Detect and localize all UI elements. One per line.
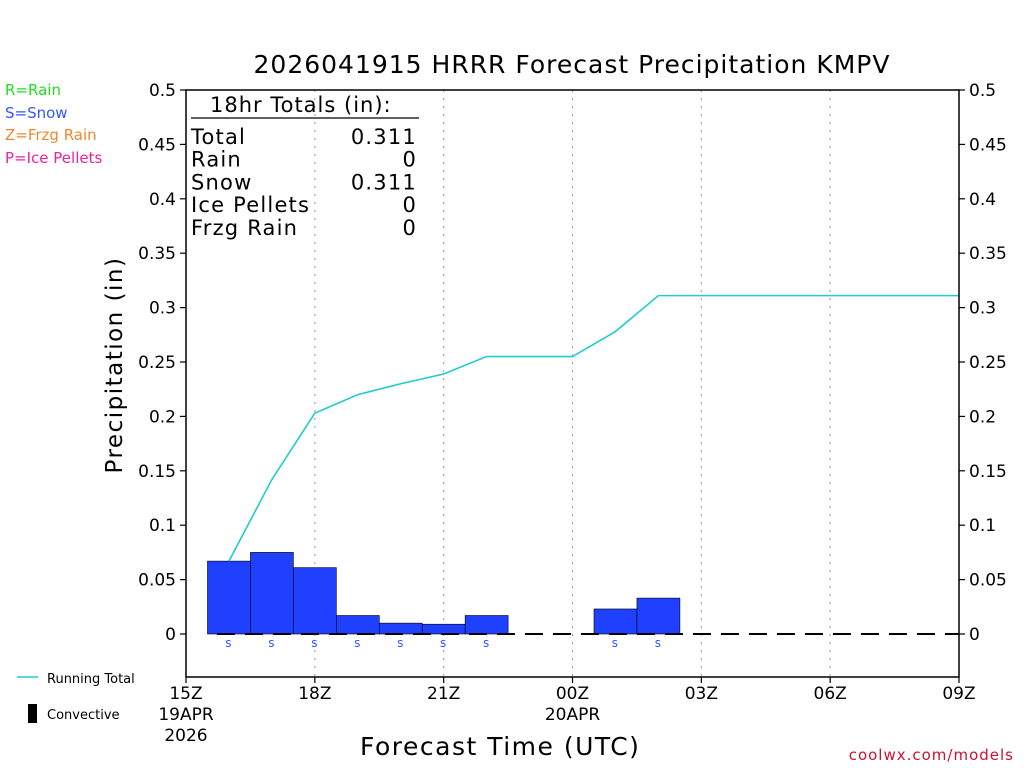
legend-convective-label: Convective: [47, 708, 120, 723]
legend-snow: S=Snow: [5, 104, 68, 122]
precip-bar: [636, 597, 681, 635]
precip-bar: [336, 615, 380, 635]
totals-row-label: Rain: [191, 148, 242, 172]
precip-bar: [250, 552, 294, 635]
x-axis-label: Forecast Time (UTC): [360, 732, 641, 761]
x-tick-label: 15Z: [169, 684, 202, 704]
totals-row-label: Total: [190, 125, 246, 149]
precip-type-marker: s: [354, 636, 360, 650]
precip-type-marker: s: [655, 636, 661, 650]
legend-running-total-label: Running Total: [47, 672, 135, 687]
precip-bar: [464, 615, 509, 635]
y-tick-label-right: 0.4: [969, 190, 996, 210]
totals-row-value: 0.311: [351, 170, 417, 194]
x-tick-date: 19APR: [158, 705, 214, 725]
totals-row-value: 0: [402, 216, 417, 240]
chart-title: 2026041915 HRRR Forecast Precipitation K…: [253, 50, 891, 79]
precip-type-marker: s: [268, 636, 274, 650]
running-total-line: [228, 294, 959, 562]
x-tick-label: 18Z: [298, 684, 331, 704]
totals-header: 18hr Totals (in):: [210, 93, 392, 117]
y-tick-label-right: 0.45: [969, 135, 1007, 155]
x-tick-label: 06Z: [814, 684, 847, 704]
y-tick-label-left: 0.15: [138, 462, 176, 482]
legend-convective-swatch: [28, 704, 37, 723]
source-credit: coolwx.com/models: [848, 746, 1014, 764]
x-tick-date: 20APR: [545, 705, 601, 725]
y-tick-label-left: 0.4: [149, 190, 176, 210]
precip-type-marker: s: [483, 636, 489, 650]
y-tick-label-left: 0.45: [138, 135, 176, 155]
precip-bar: [421, 623, 466, 635]
y-tick-label-right: 0.5: [969, 81, 996, 101]
x-tick-label: 09Z: [942, 684, 975, 704]
x-tick-year: 2026: [164, 726, 207, 746]
precip-bar: [207, 560, 251, 635]
y-tick-label-right: 0.25: [969, 353, 1007, 373]
precip-type-marker: s: [311, 636, 317, 650]
precip-type-marker: s: [440, 636, 446, 650]
y-tick-label-left: 0.05: [138, 571, 176, 591]
y-tick-label-left: 0: [165, 625, 176, 645]
totals-row-value: 0: [402, 148, 417, 172]
y-tick-label-left: 0.1: [149, 516, 176, 536]
y-tick-label-left: 0.5: [149, 81, 176, 101]
x-tick-label: 00Z: [556, 684, 589, 704]
totals-row-label: Snow: [191, 170, 252, 194]
y-tick-label-right: 0.05: [969, 571, 1007, 591]
y-tick-label-right: 0.35: [969, 244, 1007, 264]
y-axis-label: Precipitation (in): [102, 256, 128, 474]
y-tick-label-right: 0.1: [969, 516, 996, 536]
x-tick-label: 21Z: [427, 684, 460, 704]
legend-rain: R=Rain: [5, 81, 61, 99]
x-tick-label: 03Z: [685, 684, 718, 704]
totals-row-value: 0.311: [351, 125, 417, 149]
precip-bar: [293, 567, 337, 635]
precip-bar: [593, 608, 638, 635]
totals-row-label: Frzg Rain: [191, 216, 298, 240]
totals-row-value: 0: [402, 193, 417, 217]
y-tick-label-left: 0.2: [149, 407, 176, 427]
y-tick-label-right: 0.15: [969, 462, 1007, 482]
y-tick-label-left: 0.35: [138, 244, 176, 264]
y-tick-label-right: 0: [969, 625, 980, 645]
y-tick-label-right: 0.3: [969, 299, 996, 319]
y-tick-label-right: 0.2: [969, 407, 996, 427]
precip-type-marker: s: [225, 636, 231, 650]
legend-ice-pellets: P=Ice Pellets: [5, 149, 103, 167]
precip-type-marker: s: [612, 636, 618, 650]
y-tick-label-left: 0.25: [138, 353, 176, 373]
precip-bar: [378, 622, 423, 635]
totals-row-label: Ice Pellets: [191, 193, 310, 217]
precip-type-marker: s: [397, 636, 403, 650]
legend-frzg-rain: Z=Frzg Rain: [5, 126, 97, 144]
y-tick-label-left: 0.3: [149, 299, 176, 319]
